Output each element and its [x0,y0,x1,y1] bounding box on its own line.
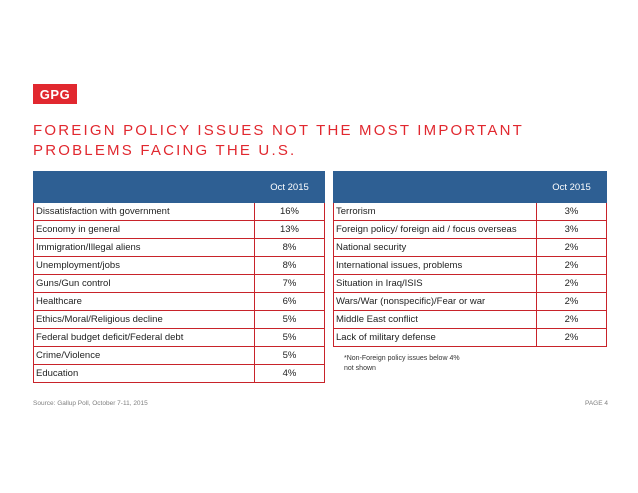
issue-label: Ethics/Moral/Religious decline [33,310,255,329]
source-text: Source: Gallup Poll, October 7-11, 2015 [33,400,148,407]
table-row: Education 4% [33,364,325,383]
issue-label: National security [333,238,537,257]
issue-label: Foreign policy/ foreign aid / focus over… [333,220,537,239]
table-row: Situation in Iraq/ISIS 2% [333,274,607,293]
table-row: Healthcare 6% [33,292,325,311]
table-header-row: Oct 2015 [33,171,325,203]
issue-value: 2% [536,274,607,293]
header-date-cell: Oct 2015 [254,171,325,203]
issue-value: 2% [536,292,607,311]
table-row: Foreign policy/ foreign aid / focus over… [333,220,607,239]
issue-value: 2% [536,328,607,347]
table-row: Middle East conflict 2% [333,310,607,329]
gpg-logo: GPG [33,84,77,104]
footnote: *Non-Foreign policy issues below 4% not … [344,355,460,372]
table-row: Terrorism 3% [333,202,607,221]
table-row: Federal budget deficit/Federal debt 5% [33,328,325,347]
issue-label: Economy in general [33,220,255,239]
page-title: FOREIGN POLICY ISSUES NOT THE MOST IMPOR… [33,122,524,159]
issue-value: 5% [254,310,325,329]
issue-label: International issues, problems [333,256,537,275]
table-row: Lack of military defense 2% [333,328,607,347]
table-row: Unemployment/jobs 8% [33,256,325,275]
issue-label: Federal budget deficit/Federal debt [33,328,255,347]
issue-value: 3% [536,220,607,239]
header-label-cell [333,171,537,203]
issue-label: Education [33,364,255,383]
issue-value: 5% [254,346,325,365]
issue-value: 5% [254,328,325,347]
table-row: Guns/Gun control 7% [33,274,325,293]
issue-value: 2% [536,256,607,275]
issue-value: 13% [254,220,325,239]
issue-value: 2% [536,310,607,329]
issue-value: 8% [254,238,325,257]
issue-value: 16% [254,202,325,221]
table-row: Immigration/Illegal aliens 8% [33,238,325,257]
table-row: Crime/Violence 5% [33,346,325,365]
issue-label: Immigration/Illegal aliens [33,238,255,257]
issue-value: 6% [254,292,325,311]
page-number: PAGE 4 [584,400,608,407]
table-row: Economy in general 13% [33,220,325,239]
issue-label: Wars/War (nonspecific)/Fear or war [333,292,537,311]
issue-label: Healthcare [33,292,255,311]
issue-label: Middle East conflict [333,310,537,329]
table-header-row: Oct 2015 [333,171,607,203]
header-date-cell: Oct 2015 [536,171,607,203]
issue-label: Unemployment/jobs [33,256,255,275]
left-issues-table: Oct 2015 Dissatisfaction with government… [33,171,325,383]
issue-label: Dissatisfaction with government [33,202,255,221]
table-row: Ethics/Moral/Religious decline 5% [33,310,325,329]
issue-label: Guns/Gun control [33,274,255,293]
header-label-cell [33,171,255,203]
table-row: Dissatisfaction with government 16% [33,202,325,221]
issue-value: 4% [254,364,325,383]
table-row: Wars/War (nonspecific)/Fear or war 2% [333,292,607,311]
issue-value: 7% [254,274,325,293]
table-row: International issues, problems 2% [333,256,607,275]
right-issues-table: Oct 2015 Terrorism 3% Foreign policy/ fore… [333,171,607,347]
issue-label: Situation in Iraq/ISIS [333,274,537,293]
issue-label: Crime/Violence [33,346,255,365]
table-row: National security 2% [333,238,607,257]
issue-value: 2% [536,238,607,257]
issue-label: Terrorism [333,202,537,221]
issue-label: Lack of military defense [333,328,537,347]
issue-value: 3% [536,202,607,221]
issue-value: 8% [254,256,325,275]
